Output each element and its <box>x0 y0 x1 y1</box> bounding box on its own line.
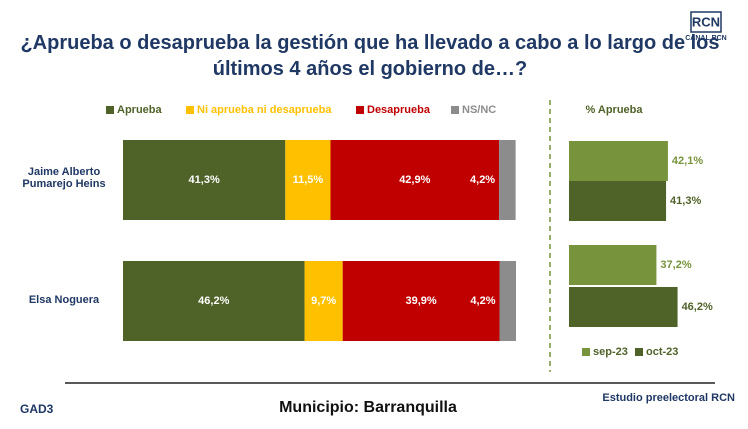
logo-caption: CANAL RCN <box>685 35 726 42</box>
data-label: 42,1% <box>672 155 703 167</box>
legend-label: Desaprueba <box>367 104 431 116</box>
legend-swatch <box>356 106 364 114</box>
bar-segment <box>342 261 500 341</box>
data-label: 41,3% <box>189 174 220 186</box>
legend-label: Aprueba <box>117 104 163 116</box>
legend-label: Ni aprueba ni desaprueba <box>197 104 332 116</box>
logo-brand: RCN <box>692 14 720 29</box>
bar-segment <box>499 140 516 220</box>
page-title: ¿Aprueba o desaprueba la gestión que ha … <box>20 32 720 80</box>
legend-label: NS/NC <box>462 104 496 116</box>
bar-segment <box>499 261 516 341</box>
brand-gad3: GAD3 <box>20 402 54 416</box>
legend-swatch <box>106 106 114 114</box>
bar-segment <box>330 140 500 220</box>
bar <box>569 245 657 285</box>
legend-swatch <box>582 348 590 356</box>
data-label: 4,2% <box>470 295 495 307</box>
data-label: 46,2% <box>682 301 713 313</box>
data-label: 37,2% <box>660 259 691 271</box>
bar-segment <box>285 140 331 220</box>
logo-box <box>690 11 722 33</box>
chart-title: % Aprueba <box>585 104 643 116</box>
data-label: 11,5% <box>293 174 324 186</box>
bar-segment <box>304 261 343 341</box>
data-label: 4,2% <box>470 174 495 186</box>
data-label: 42,9% <box>399 174 430 186</box>
bar <box>569 181 667 221</box>
legend-label: sep-23 <box>593 346 628 358</box>
category-label: Elsa Noguera <box>28 294 100 306</box>
bar <box>569 141 668 181</box>
bar-segment <box>123 140 286 220</box>
legend-swatch <box>186 106 194 114</box>
category-label: Jaime Alberto Pumarejo Heins <box>22 166 106 190</box>
legend-label: oct-23 <box>646 346 678 358</box>
data-label: 41,3% <box>670 195 701 207</box>
legend-swatch <box>635 348 643 356</box>
footer-center: Municipio: Barranquilla <box>279 399 457 416</box>
bar <box>569 287 678 327</box>
data-label: 39,9% <box>405 295 436 307</box>
data-label: 46,2% <box>198 295 229 307</box>
bar-segment <box>123 261 305 341</box>
footer-right: Estudio preelectoral RCN <box>602 392 735 404</box>
legend-swatch <box>451 106 459 114</box>
data-label: 9,7% <box>311 295 336 307</box>
